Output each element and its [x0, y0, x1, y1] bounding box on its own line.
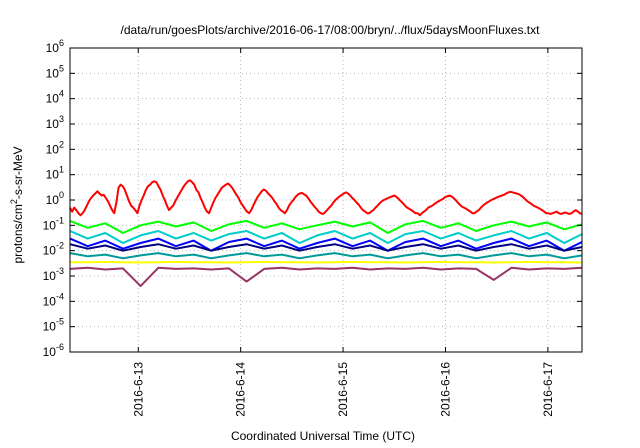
y-tick-label: 100	[46, 190, 64, 207]
y-tick-label: 104	[46, 89, 64, 106]
x-axis-label: Coordinated Universal Time (UTC)	[231, 429, 415, 443]
y-axis-label: protons/cm2-s-sr-MeV	[9, 146, 25, 263]
x-tick-label: 2016-6-15	[336, 362, 350, 417]
y-tick-label: 103	[46, 114, 64, 131]
series-line-8	[69, 266, 583, 288]
y-tick-label: 10-2	[43, 241, 64, 258]
x-tick-label: 2016-6-14	[234, 362, 248, 417]
series-line-5	[69, 243, 583, 252]
series-line-6	[69, 252, 583, 260]
y-tick-label: 10-1	[43, 215, 64, 232]
y-tick-label: 10-3	[43, 266, 64, 283]
y-tick-label: 106	[46, 38, 64, 55]
series-line-2	[69, 219, 583, 234]
y-tick-label: 102	[46, 139, 64, 156]
x-tick-label: 2016-6-17	[541, 362, 555, 417]
x-tick-label: 2016-6-13	[131, 362, 145, 417]
series-layer	[69, 179, 583, 288]
y-tick-label: 10-4	[43, 291, 64, 308]
y-tick-label: 105	[46, 63, 64, 80]
series-line-7	[70, 260, 583, 264]
y-tick-label: 101	[46, 165, 64, 182]
series-line-3	[69, 230, 583, 244]
y-axis-ticks: 10-6 10-5 10-4 10-3 10-2 10-1 100 101 102 103 104 1…	[43, 38, 582, 359]
x-tick-label: 2016-6-16	[438, 362, 452, 417]
chart-title: /data/run/goesPlots/archive/2016-06-17/0…	[121, 23, 541, 37]
x-axis-ticks: 2016-6-13 2016-6-14 2016-6-15 2016-6-16 2016…	[131, 48, 555, 417]
series-line-4	[69, 237, 583, 252]
grid-lines	[70, 47, 582, 353]
series-line-1	[69, 179, 583, 217]
y-tick-label: 10-5	[43, 317, 64, 334]
y-tick-label: 10-6	[43, 342, 64, 359]
